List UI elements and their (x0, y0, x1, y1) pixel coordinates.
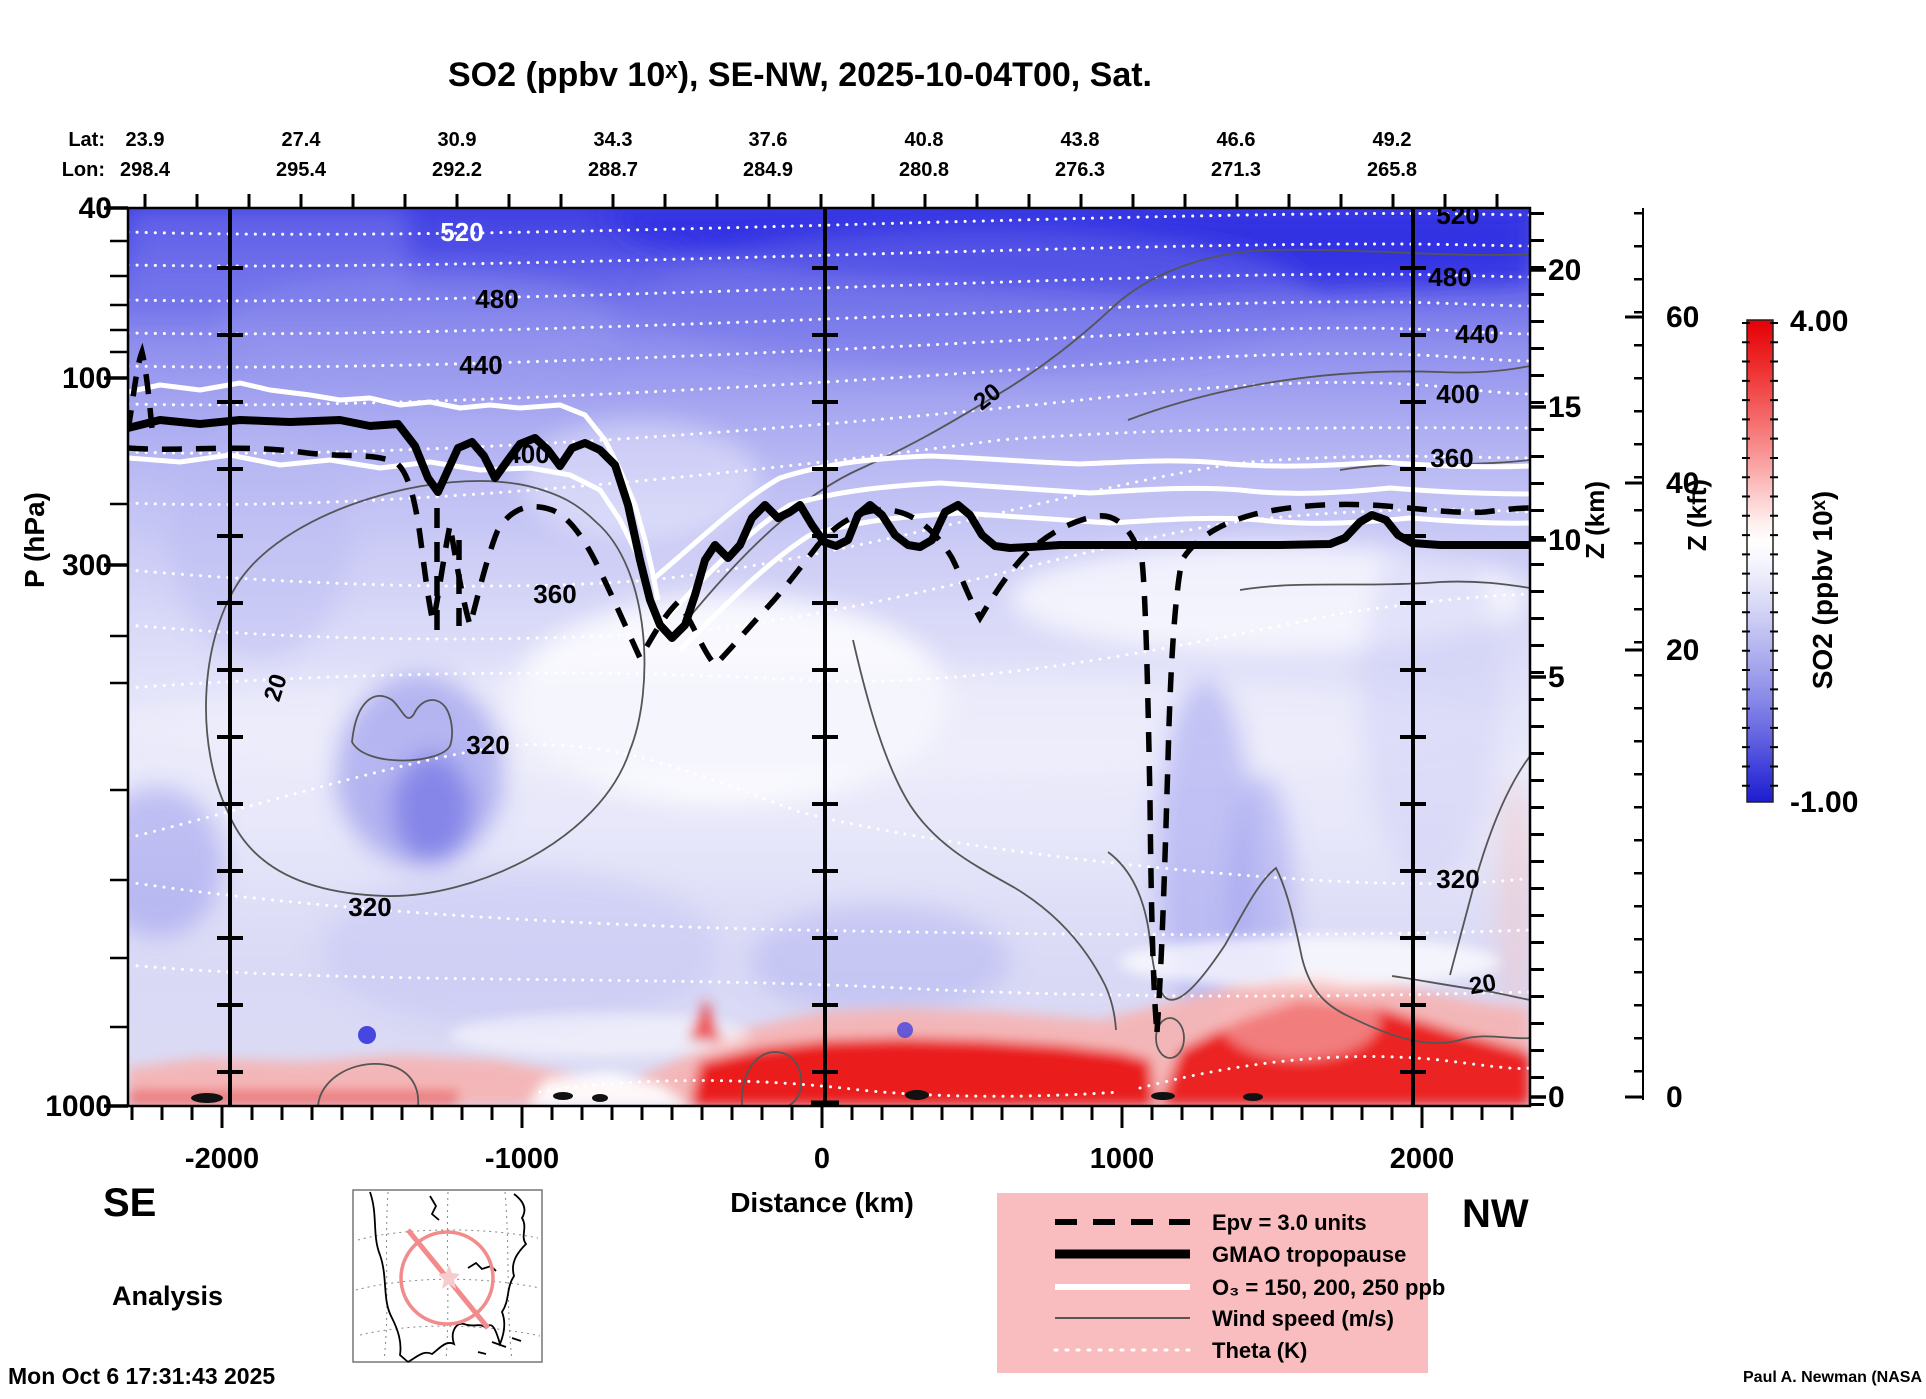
se-corner-label: SE (103, 1181, 156, 1225)
lon-value: 284.9 (743, 159, 793, 181)
z-km-axis: 20 15 10 5 0 Z (km) (1548, 254, 1610, 1114)
lat-value: 49.2 (1373, 129, 1412, 151)
pressure-minor-ticks (110, 239, 128, 1029)
pressure-tick-300: 300 (62, 549, 112, 582)
analysis-label: Analysis (112, 1281, 223, 1311)
theta-label-480: 480 (1428, 262, 1471, 292)
colorbar-max-label: 4.00 (1790, 305, 1848, 338)
page-title: SO2 (ppbv 10ˣ), SE-NW, 2025-10-04T00, Sa… (448, 56, 1152, 94)
top-axis-latlon: Lat: Lon: 23.9 27.4 30.9 34.3 37.6 40.8 … (62, 129, 1417, 181)
zkm-tick-15: 15 (1548, 391, 1581, 424)
lat-value: 43.8 (1061, 129, 1100, 151)
lat-value: 46.6 (1217, 129, 1256, 151)
theta-label-360: 360 (533, 579, 576, 609)
theta-label-320: 320 (1436, 864, 1479, 894)
lat-values: 23.9 27.4 30.9 34.3 37.6 40.8 43.8 46.6 … (126, 129, 1412, 151)
legend-item-wind: Wind speed (m/s) (1212, 1306, 1394, 1331)
lat-value: 30.9 (438, 129, 477, 151)
colorbar: 4.00 -1.00 SO2 (ppbv 10ˣ) (1742, 305, 1858, 819)
lon-value: 288.7 (588, 159, 638, 181)
theta-label-480: 480 (475, 284, 518, 314)
z-kft-axis: 60 40 20 0 Z (kft) (1625, 208, 1712, 1114)
lon-row-header: Lon: (62, 159, 105, 181)
theta-label-440: 440 (1455, 319, 1498, 349)
zkm-axis-label: Z (km) (1580, 481, 1610, 559)
boundary-layer-so2-plume (128, 936, 1530, 1106)
theta-label-320: 320 (466, 730, 509, 760)
legend: Epv = 3.0 units GMAO tropopause O₃ = 150… (997, 1193, 1445, 1373)
bottom-major-ticks (220, 1106, 1424, 1128)
zkft-tick-60: 60 (1666, 301, 1699, 334)
lat-value: 37.6 (749, 129, 788, 151)
theta-label-320: 320 (348, 892, 391, 922)
zkm-major-ticks (1530, 268, 1546, 1099)
tropopause-line (128, 416, 1530, 642)
map-inset (352, 1189, 543, 1363)
distance-axis: -2000 -1000 0 1000 2000 Distance (km) (185, 1143, 1454, 1218)
theta-label-360: 360 (1430, 443, 1473, 473)
plot-frame (104, 194, 1546, 1128)
dark-blue-spots (358, 1022, 913, 1044)
nw-corner-label: NW (1462, 1192, 1529, 1236)
lon-value: 265.8 (1367, 159, 1417, 181)
legend-item-epv: Epv = 3.0 units (1212, 1210, 1367, 1235)
distance-tick-2000: 2000 (1390, 1143, 1455, 1175)
lon-value: 280.8 (899, 159, 949, 181)
pressure-axis: 40 100 300 1000 P (hPa) (19, 192, 112, 1123)
map-center-star (438, 1265, 460, 1289)
zkft-axis-label: Z (kft) (1682, 479, 1712, 551)
lon-values: 298.4 295.4 292.2 288.7 284.9 280.8 276.… (120, 159, 1417, 181)
theta-label-400: 400 (506, 439, 549, 469)
distance-axis-label: Distance (km) (730, 1187, 914, 1218)
zkft-tick-40: 40 (1666, 467, 1699, 500)
wind-label-20: 20 (1467, 969, 1498, 1000)
legend-item-tropopause: GMAO tropopause (1212, 1242, 1406, 1267)
timestamp: Mon Oct 6 17:31:43 2025 (8, 1363, 275, 1389)
theta-label-520: 520 (440, 217, 483, 247)
legend-item-theta: Theta (K) (1212, 1338, 1307, 1363)
so2-filled-field: 520 520 480 480 440 440 400 400 360 360 … (128, 200, 1530, 1106)
lon-value: 295.4 (276, 159, 327, 181)
legend-item-o3: O₃ = 150, 200, 250 ppb (1212, 1275, 1445, 1300)
theta-label-400: 400 (1436, 379, 1479, 409)
lon-value: 271.3 (1211, 159, 1261, 181)
lon-value: 292.2 (432, 159, 482, 181)
colorbar-min-label: -1.00 (1790, 786, 1858, 819)
distance-tick-1000: 1000 (1090, 1143, 1155, 1175)
zkft-tick-0: 0 (1666, 1081, 1683, 1114)
pressure-tick-1000: 1000 (45, 1090, 112, 1123)
lat-value: 27.4 (282, 129, 322, 151)
lat-value: 40.8 (905, 129, 944, 151)
lon-value: 298.4 (120, 159, 171, 181)
lat-value: 23.9 (126, 129, 165, 151)
pressure-tick-40: 40 (79, 192, 112, 225)
lat-row-header: Lat: (68, 129, 105, 151)
pressure-tick-100: 100 (62, 362, 112, 395)
epv-contour (128, 342, 1530, 1033)
map-region-circle (399, 1230, 495, 1326)
zkm-tick-5: 5 (1548, 661, 1565, 694)
theta-label-520: 520 (1436, 200, 1479, 230)
credit: Paul A. Newman (NASA (1743, 1369, 1922, 1386)
zkm-tick-20: 20 (1548, 254, 1581, 287)
zkm-tick-0: 0 (1548, 1081, 1565, 1114)
waypoint-marker-lines (217, 208, 1426, 1106)
zkft-tick-20: 20 (1666, 634, 1699, 667)
map-coastline (369, 1191, 528, 1363)
distance-tick--2000: -2000 (185, 1143, 259, 1175)
distance-tick--1000: -1000 (485, 1143, 559, 1175)
surface-marks (191, 1090, 1263, 1103)
theta-label-440: 440 (459, 350, 502, 380)
pressure-axis-label: P (hPa) (19, 492, 50, 588)
pressure-major-ticks (104, 206, 128, 1108)
colorbar-title: SO2 (ppbv 10ˣ) (1807, 491, 1838, 690)
distance-tick-0: 0 (814, 1143, 830, 1175)
zkm-tick-10: 10 (1548, 524, 1581, 557)
lon-value: 276.3 (1055, 159, 1105, 181)
lat-value: 34.3 (594, 129, 633, 151)
